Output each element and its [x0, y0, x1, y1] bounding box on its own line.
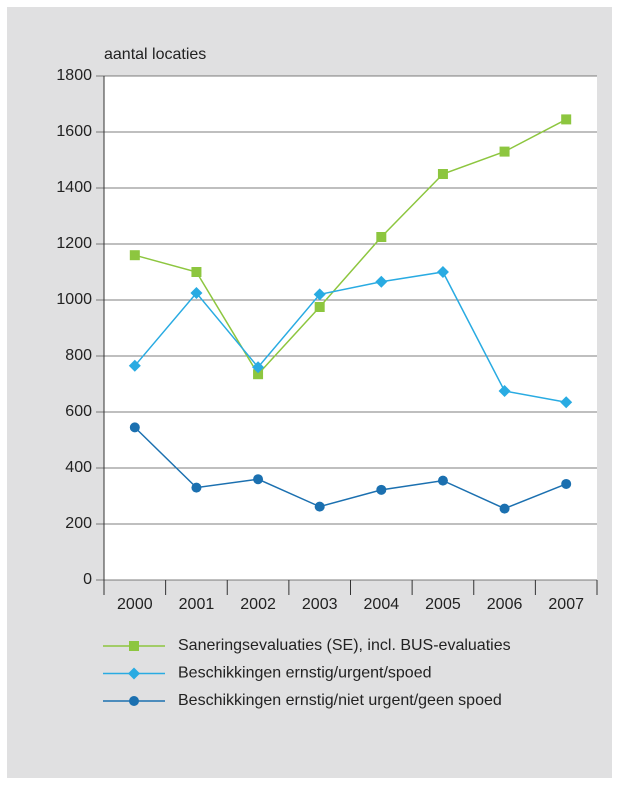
x-tick-label: 2004 [364, 596, 400, 613]
x-tick-label: 2007 [548, 596, 584, 613]
marker [129, 250, 140, 261]
y-tick-label: 400 [65, 459, 92, 476]
legend-label: Beschikkingen ernstig/niet urgent/geen s… [178, 692, 502, 709]
legend-label: Saneringsevaluaties (SE), incl. BUS-eval… [178, 637, 511, 654]
marker [437, 475, 448, 486]
marker [376, 232, 387, 242]
marker [191, 482, 202, 493]
marker [252, 361, 265, 374]
series-line [134, 426, 567, 510]
marker [129, 422, 140, 433]
marker [314, 501, 325, 512]
x-tick-label: 2005 [425, 596, 461, 613]
y-tick-label: 600 [65, 403, 92, 420]
x-tick-label: 2000 [117, 596, 153, 613]
marker [376, 484, 387, 495]
y-tick-label: 1800 [56, 67, 92, 84]
y-tick-label: 1400 [56, 179, 92, 196]
marker [128, 359, 141, 372]
legend-label: Beschikkingen ernstig/urgent/spoed [178, 665, 432, 682]
marker [499, 503, 510, 514]
y-tick-label: 1000 [56, 291, 92, 308]
marker [129, 696, 139, 706]
marker [561, 114, 572, 125]
x-tick-label: 2001 [179, 596, 215, 613]
y-tick-label: 1600 [56, 123, 92, 140]
marker [253, 474, 264, 485]
marker [191, 267, 202, 277]
marker [253, 369, 264, 380]
marker [314, 302, 325, 312]
series-line [134, 118, 567, 376]
marker [375, 275, 388, 288]
marker [561, 478, 572, 489]
marker [437, 169, 448, 179]
marker [560, 396, 573, 409]
marker [499, 146, 510, 157]
marker [190, 287, 203, 299]
x-tick-label: 2002 [240, 596, 276, 613]
marker [313, 288, 326, 301]
marker [128, 667, 140, 680]
marker [436, 266, 449, 278]
marker [129, 641, 139, 651]
x-tick-label: 2006 [487, 596, 523, 613]
y-tick-label: 1200 [56, 235, 92, 252]
y-axis-label: aantal locaties [104, 46, 206, 63]
marker [498, 385, 511, 397]
x-tick-label: 2003 [302, 596, 338, 613]
y-tick-label: 0 [83, 571, 92, 588]
plot-area [104, 76, 597, 580]
y-tick-label: 800 [65, 347, 92, 364]
y-tick-label: 200 [65, 515, 92, 532]
series-line [134, 271, 567, 403]
